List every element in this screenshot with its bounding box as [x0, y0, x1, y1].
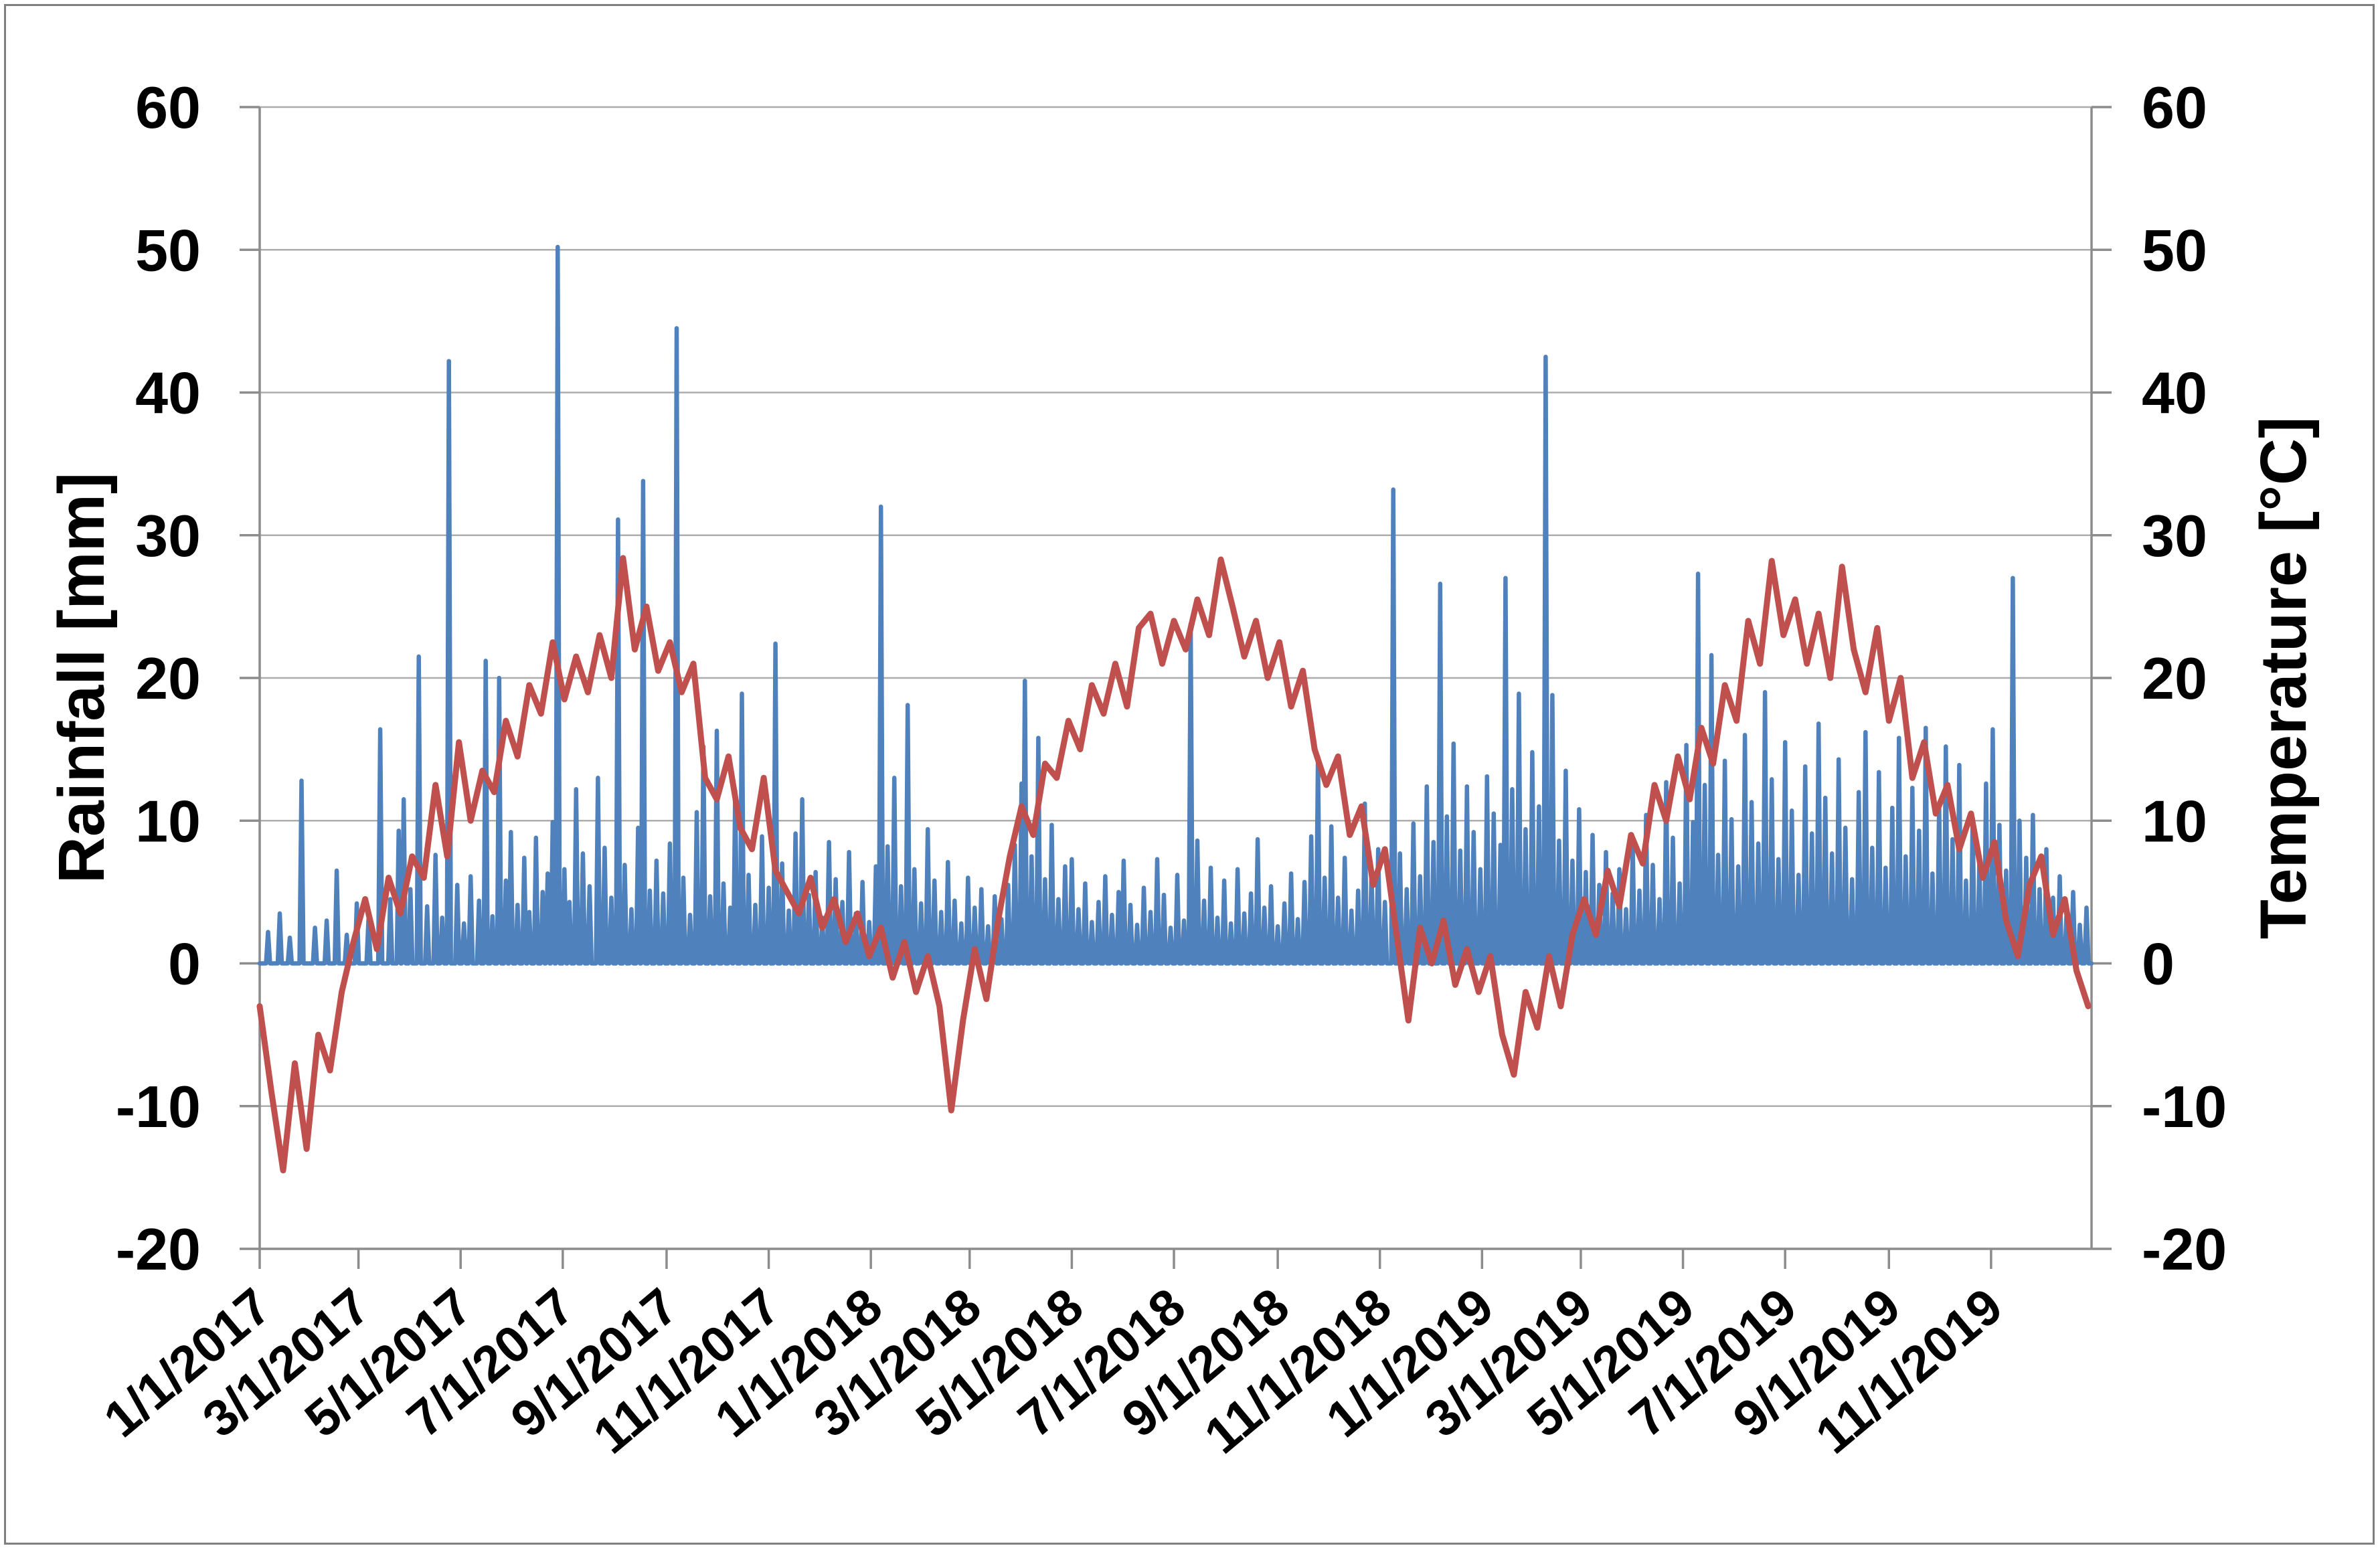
left-axis-title: Rainfall [mm]: [45, 472, 118, 884]
y-tick-label-right-10: 10: [2142, 788, 2207, 854]
y-tick-labels-right: 60 50 40 30 20 10 0 -10 -20: [2142, 74, 2227, 1282]
y-tick-label-left-0: 0: [168, 931, 201, 997]
rainfall-series: [257, 244, 2094, 966]
right-axis-title: Temperature [°C]: [2247, 416, 2320, 940]
y-tick-label-left--20: -20: [116, 1216, 201, 1282]
y-tick-label-left-40: 40: [135, 360, 201, 426]
y-tick-label-right--10: -10: [2142, 1073, 2227, 1140]
gridlines: [260, 106, 2092, 1250]
x-tick-labels: 1/1/20173/1/20175/1/20177/1/20179/1/2017…: [94, 1278, 2013, 1465]
rainfall-line: [257, 244, 2094, 966]
y-tick-label-left--10: -10: [116, 1073, 201, 1140]
y-tick-label-right-40: 40: [2142, 360, 2207, 426]
temperature-line: [256, 555, 2092, 1174]
y-tick-label-right-50: 50: [2142, 217, 2207, 283]
temperature-series: [256, 555, 2092, 1174]
y-tick-label-left-10: 10: [135, 788, 201, 854]
y-tick-label-right-30: 30: [2142, 503, 2207, 569]
y-tick-label-right-20: 20: [2142, 645, 2207, 711]
y-tick-label-left-20: 20: [135, 645, 201, 711]
y-tick-label-left-30: 30: [135, 503, 201, 569]
tick-marks: [240, 106, 2112, 1269]
y-tick-label-right--20: -20: [2142, 1216, 2227, 1282]
y-tick-label-left-60: 60: [135, 74, 201, 141]
y-tick-labels-left: 60 50 40 30 20 10 0 -10 -20: [116, 74, 201, 1282]
y-tick-label-right-60: 60: [2142, 74, 2207, 141]
y-tick-label-left-50: 50: [135, 217, 201, 283]
y-tick-label-right-0: 0: [2142, 931, 2175, 997]
